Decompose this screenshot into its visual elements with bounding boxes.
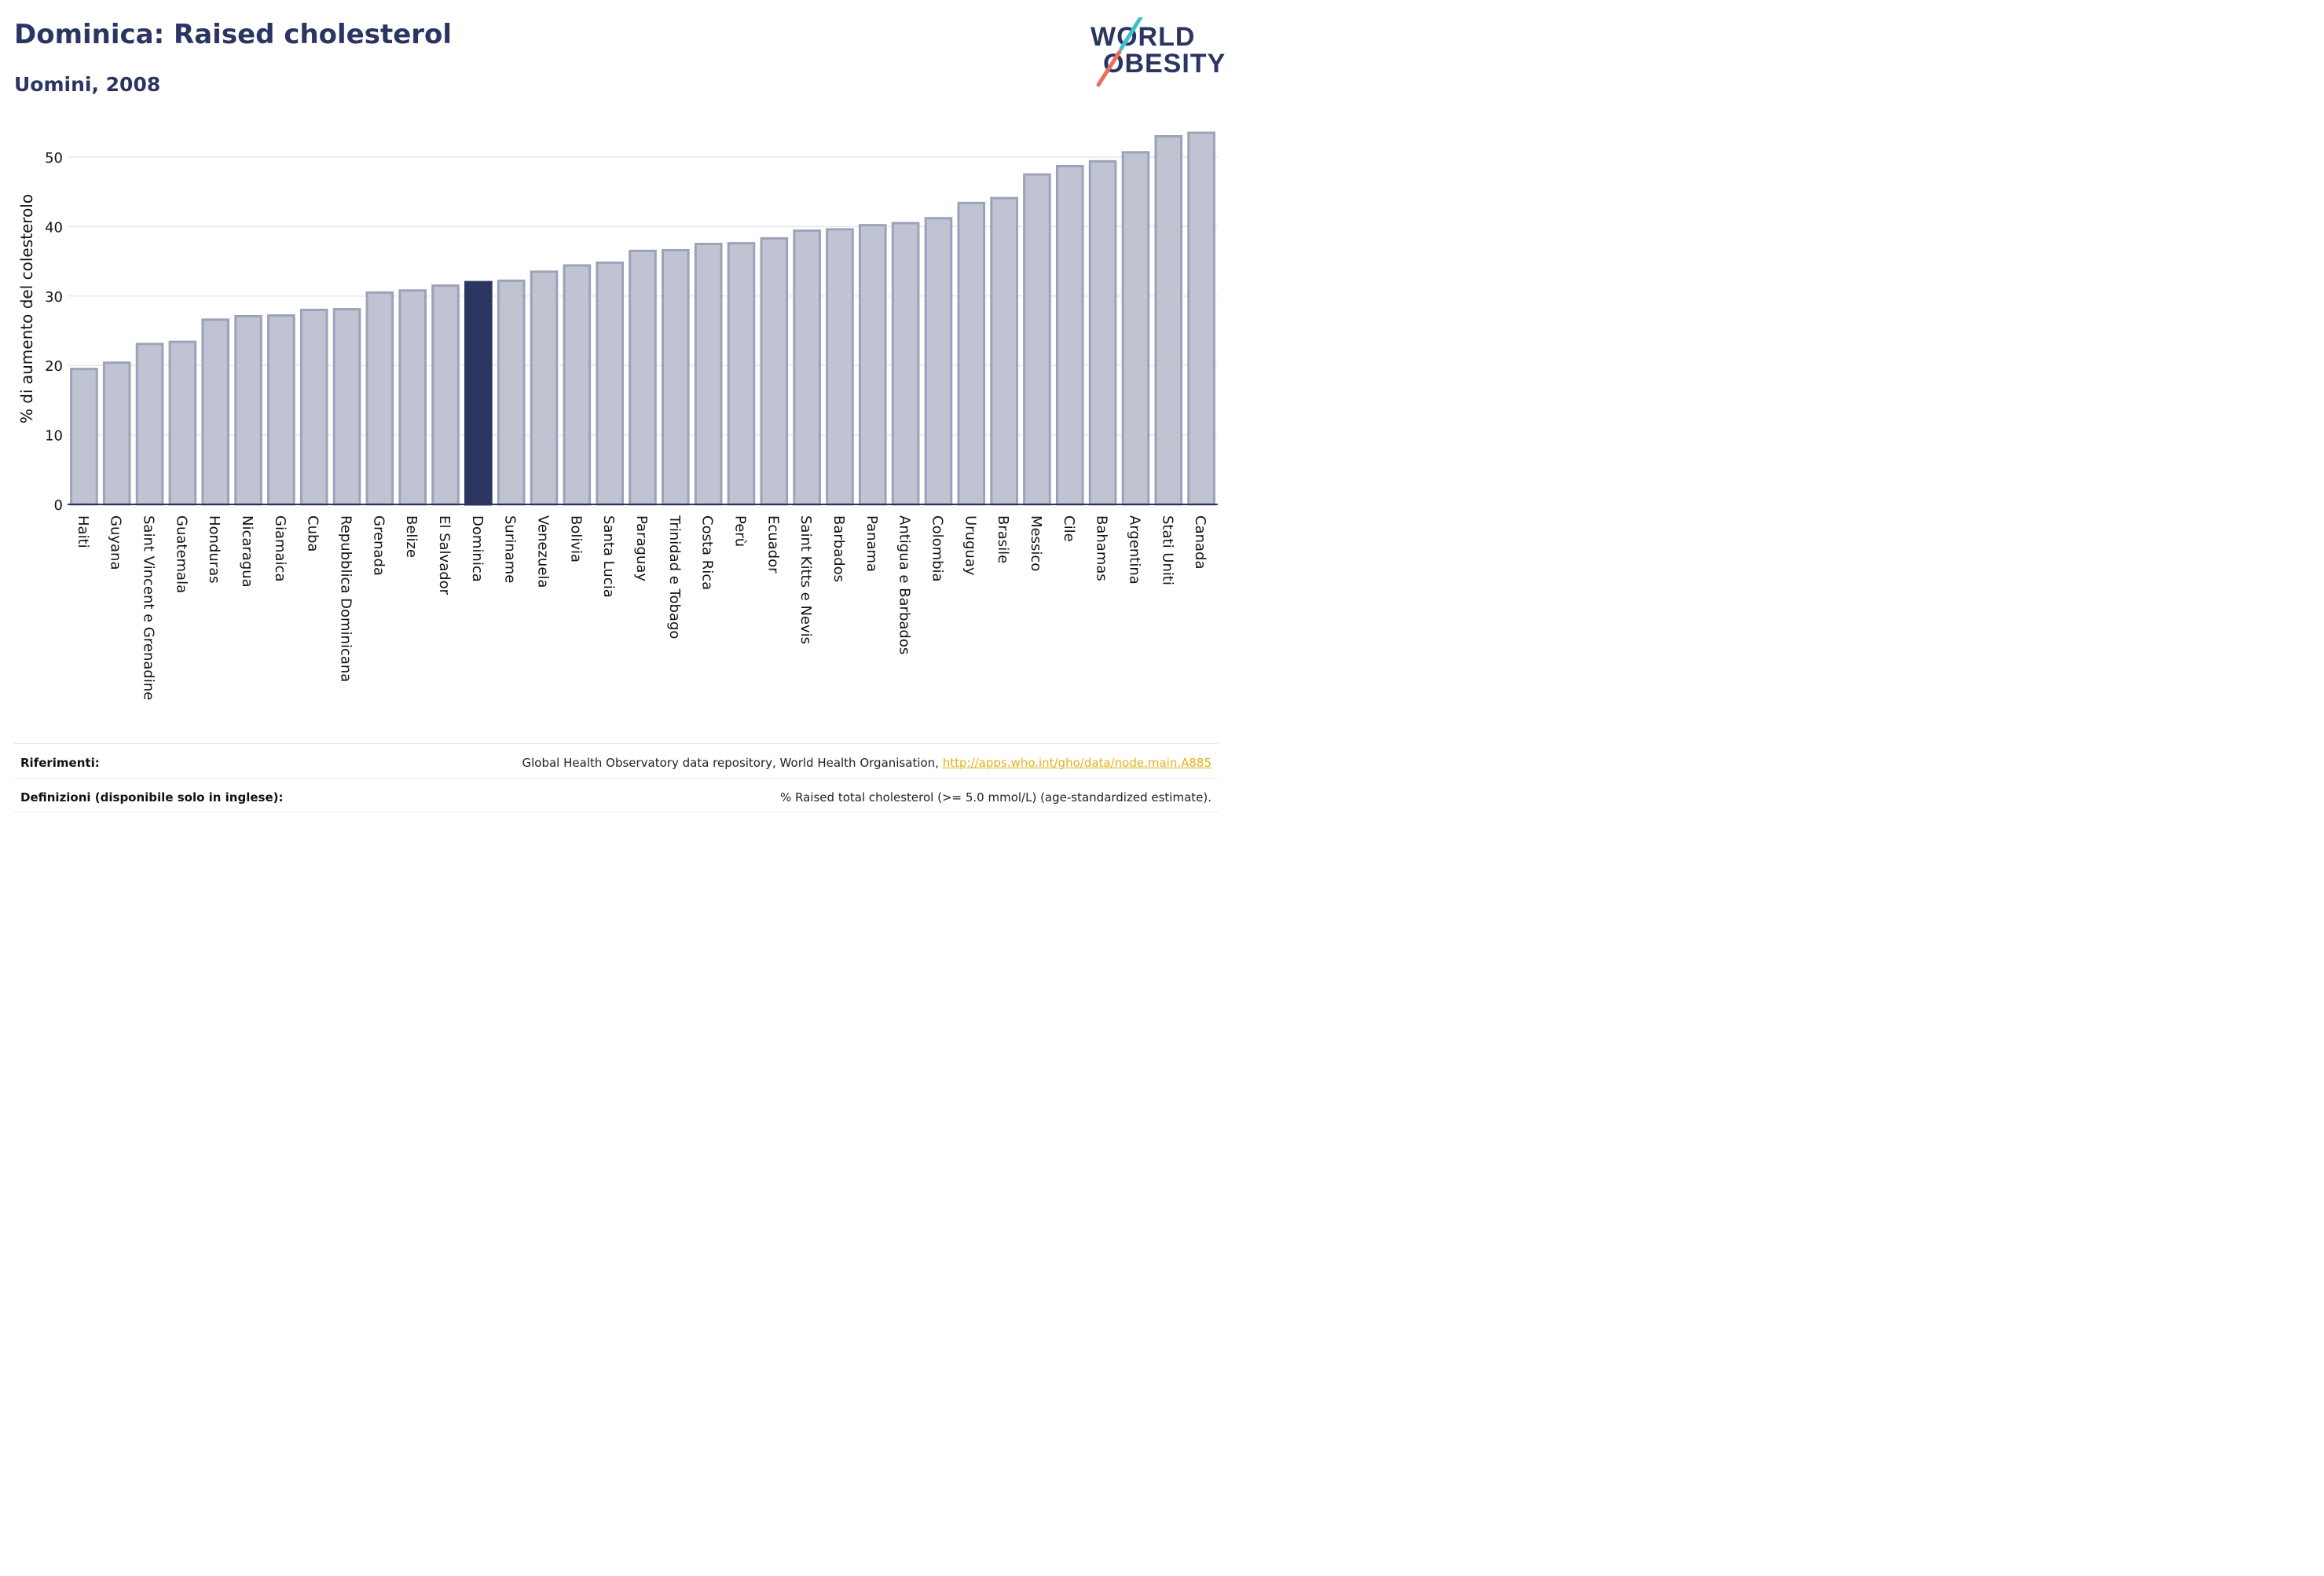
x-tick-label: Bolivia bbox=[567, 515, 584, 563]
bar-venezuela bbox=[530, 270, 559, 506]
bar-paraguay bbox=[629, 249, 657, 506]
bar-colombia bbox=[924, 217, 953, 506]
bar-saint-vincent-e-grenadine bbox=[135, 343, 164, 506]
x-tick-label: Saint Vincent e Grenadine bbox=[141, 515, 157, 700]
definitions-label: Definizioni (disponibile solo in inglese… bbox=[20, 790, 284, 804]
bar-messico bbox=[1023, 173, 1051, 506]
logo-line-2: OBESITY bbox=[1103, 49, 1226, 79]
y-tick-label: 20 bbox=[45, 358, 63, 375]
x-tick-label: Guyana bbox=[108, 515, 124, 570]
x-tick-label: Messico bbox=[1028, 515, 1044, 571]
x-tick-label: Barbados bbox=[830, 515, 847, 582]
x-tick-label: Ecuador bbox=[764, 515, 781, 574]
bar-ecuador bbox=[760, 236, 789, 506]
bar-costa-rica bbox=[694, 243, 723, 506]
x-tick-label: Perù bbox=[731, 515, 748, 547]
x-tick-label: Uruguay bbox=[962, 515, 978, 576]
x-tick-label: Cuba bbox=[305, 515, 321, 552]
page-title: Dominica: Raised cholesterol bbox=[14, 19, 453, 50]
x-tick-label: Santa Lucia bbox=[600, 515, 617, 598]
x-tick-label: Venezuela bbox=[535, 515, 552, 588]
category-labels: Haiti Guyana Saint Vincent e Grenadine Guat… bbox=[75, 515, 1208, 700]
bar-stati-uniti bbox=[1154, 134, 1183, 506]
x-tick-label: Saint Kitts e Nevis bbox=[797, 515, 814, 644]
x-tick-label: Costa Rica bbox=[699, 515, 716, 590]
bar-repubblica-dominicana bbox=[332, 308, 361, 506]
references-source: Global Health Observatory data repositor… bbox=[522, 756, 943, 770]
x-tick-label: Panama bbox=[863, 515, 880, 572]
x-tick-label: Bahamas bbox=[1094, 515, 1110, 581]
axes: 0 10 20 30 40 50 bbox=[45, 150, 1218, 514]
footer-divider bbox=[14, 743, 1218, 744]
bar-argentina bbox=[1121, 151, 1150, 506]
bars bbox=[70, 131, 1215, 506]
y-tick-label: 40 bbox=[45, 219, 63, 236]
x-tick-label: Guatemala bbox=[173, 515, 189, 593]
logo-line-1: WORLD bbox=[1091, 22, 1196, 52]
bar-grenada bbox=[365, 291, 394, 506]
bar-cuba bbox=[299, 308, 328, 506]
x-tick-label: El Salvador bbox=[436, 515, 453, 596]
bar-antigua-e-barbados bbox=[891, 222, 920, 506]
x-tick-label: Antigua e Barbados bbox=[896, 515, 913, 654]
bar-chart: 0 10 20 30 40 50 Haiti Guyana Saint Vincent e G… bbox=[17, 131, 1218, 700]
y-tick-label: 10 bbox=[45, 428, 63, 445]
x-tick-label: Trinidad e Tobago bbox=[666, 515, 683, 639]
x-tick-label: Brasile bbox=[995, 515, 1011, 563]
bar-guyana bbox=[102, 361, 131, 506]
references-link[interactable]: http://apps.who.int/gho/data/node.main.A… bbox=[942, 756, 1211, 770]
bar-uruguay bbox=[957, 201, 986, 506]
logo-slash-icon bbox=[1096, 17, 1143, 87]
y-axis-label: % di aumento del colesterolo bbox=[17, 194, 36, 423]
bar-panama bbox=[858, 224, 887, 506]
bar-santa-lucia bbox=[596, 261, 624, 506]
bar-guatemala bbox=[168, 340, 197, 506]
bar-trinidad-e-tobago bbox=[662, 248, 690, 506]
footer-divider bbox=[14, 778, 1218, 779]
references-label: Riferimenti: bbox=[20, 756, 100, 770]
x-tick-label: Repubblica Dominicana bbox=[338, 515, 354, 682]
x-tick-label: Paraguay bbox=[633, 515, 650, 581]
x-tick-label: Dominica bbox=[469, 515, 486, 582]
x-tick-label: Canada bbox=[1192, 515, 1208, 570]
x-tick-label: Grenada bbox=[370, 515, 387, 576]
x-tick-label: Cile bbox=[1061, 515, 1077, 542]
bar-saint-kitts-e-nevis bbox=[793, 229, 821, 506]
bar-dominica bbox=[464, 280, 493, 506]
y-tick-label: 0 bbox=[54, 497, 63, 514]
x-tick-label: Haiti bbox=[75, 515, 91, 548]
bar-brasile bbox=[990, 196, 1018, 506]
y-tick-label: 50 bbox=[45, 150, 63, 167]
x-tick-label: Colombia bbox=[929, 515, 945, 582]
x-tick-label: Belize bbox=[403, 515, 420, 558]
definitions-text: % Raised total cholesterol (>= 5.0 mmol/… bbox=[780, 790, 1211, 804]
x-tick-label: Argentina bbox=[1126, 515, 1142, 585]
x-tick-label: Giamaica bbox=[272, 515, 288, 581]
bar-bahamas bbox=[1088, 159, 1117, 506]
bar-per- bbox=[727, 242, 756, 506]
bar-suriname bbox=[497, 279, 526, 506]
bar-el-salvador bbox=[431, 284, 460, 506]
bar-nicaragua bbox=[234, 314, 262, 506]
bar-cile bbox=[1055, 164, 1084, 506]
page-subtitle: Uomini, 2008 bbox=[14, 73, 161, 96]
bar-giamaica bbox=[267, 314, 295, 506]
bar-canada bbox=[1187, 131, 1215, 506]
y-tick-label: 30 bbox=[45, 289, 63, 306]
x-tick-label: Honduras bbox=[206, 515, 222, 584]
bar-barbados bbox=[826, 228, 854, 506]
x-tick-label: Suriname bbox=[502, 515, 519, 583]
bar-honduras bbox=[201, 318, 230, 506]
bar-bolivia bbox=[563, 264, 592, 506]
references-text: Global Health Observatory data repositor… bbox=[522, 756, 1212, 770]
x-tick-label: Stati Uniti bbox=[1159, 515, 1175, 585]
bar-belize bbox=[398, 289, 427, 506]
world-obesity-logo: WORLD OBESITY bbox=[1084, 17, 1226, 88]
x-tick-label: Nicaragua bbox=[239, 515, 255, 588]
bar-haiti bbox=[70, 368, 98, 506]
